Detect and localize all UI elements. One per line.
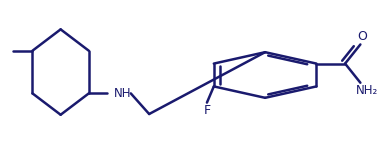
Text: NH₂: NH₂ — [356, 84, 378, 97]
Text: NH: NH — [114, 87, 131, 100]
Text: O: O — [358, 30, 368, 43]
Text: F: F — [203, 104, 211, 117]
